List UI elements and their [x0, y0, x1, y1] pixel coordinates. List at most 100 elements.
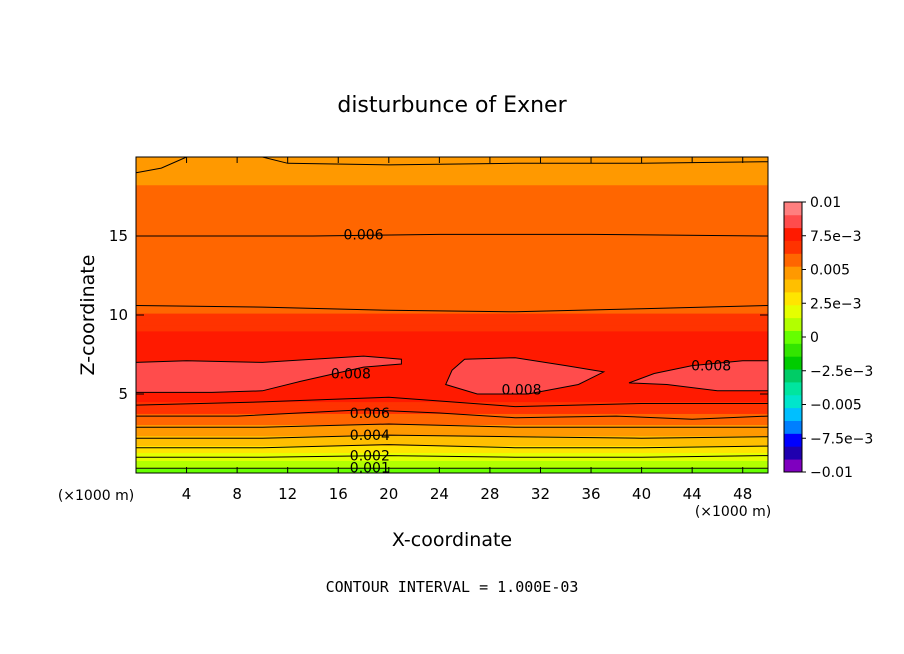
- color-band: [136, 337, 768, 346]
- contour-lines: [136, 157, 768, 469]
- color-band: [136, 184, 768, 196]
- color-band: [136, 442, 768, 446]
- color-band: [136, 405, 768, 409]
- color-band: [136, 410, 768, 414]
- color-band: [136, 468, 768, 472]
- colorbar-swatch: [784, 382, 802, 396]
- color-band: [136, 418, 768, 423]
- colorbar-swatch: [784, 227, 802, 241]
- contour-line: [136, 233, 768, 237]
- y-tick-label: 15: [109, 227, 128, 245]
- color-band: [136, 450, 768, 454]
- colorbar-swatch: [784, 369, 802, 383]
- color-band: [136, 194, 768, 205]
- color-band: [136, 359, 768, 365]
- colorbar-swatch: [784, 292, 802, 306]
- color-band: [136, 452, 768, 456]
- colorbar-swatch: [784, 433, 802, 447]
- chart-title: disturbunce of Exner: [337, 93, 567, 118]
- color-band: [136, 245, 768, 255]
- color-band: [136, 160, 768, 164]
- color-band: [136, 307, 768, 314]
- color-band: [136, 432, 768, 437]
- colorbar-label: −0.005: [810, 398, 862, 414]
- contour-line-closed: [136, 355, 402, 393]
- colorbar-swatch: [784, 266, 802, 280]
- contour-label: 0.006: [350, 406, 390, 422]
- contour-line-closed: [445, 357, 606, 395]
- color-band: [136, 429, 768, 434]
- colorbar-swatch: [784, 214, 802, 229]
- color-band: [136, 407, 768, 412]
- colorbar-label: 2.5e−3: [810, 296, 862, 312]
- contour-line-closed: [628, 360, 768, 392]
- contour-line: [136, 434, 768, 439]
- colorbar-swatch: [784, 304, 802, 319]
- color-band: [136, 445, 768, 449]
- contour-label: 0.001: [350, 460, 390, 476]
- x-tick-label: 16: [329, 485, 348, 503]
- closed-region-fill: [629, 360, 768, 391]
- color-bands: [136, 157, 768, 473]
- contour-line: [136, 423, 768, 428]
- color-band: [136, 463, 768, 467]
- color-band: [136, 438, 768, 442]
- colorbar-label: −0.01: [810, 465, 853, 481]
- color-band: [136, 254, 768, 264]
- contour-line: [136, 396, 768, 408]
- contour-label: 0.008: [501, 382, 541, 398]
- y-axis-ticks: 5 10 15: [109, 227, 768, 403]
- contour-label: 0.002: [350, 449, 390, 465]
- color-band: [136, 220, 768, 229]
- colorbar-label: −7.5e−3: [810, 431, 873, 447]
- colorbar-label: 0.005: [810, 263, 850, 279]
- x-tick-label: 8: [232, 485, 242, 503]
- color-band: [136, 324, 768, 332]
- color-band: [136, 401, 768, 406]
- color-band: [136, 394, 768, 399]
- colorbar-label: 7.5e−3: [810, 229, 862, 245]
- colorbar-label: 0: [810, 330, 819, 346]
- color-band: [136, 289, 768, 300]
- colorbar-swatch: [784, 317, 802, 331]
- colorbar-swatch: [784, 459, 802, 473]
- x-unit-left: (×1000 m): [58, 488, 134, 504]
- contour-interval-footer: CONTOUR INTERVAL = 1.000E-03: [326, 578, 579, 596]
- x-tick-label: 28: [480, 485, 499, 503]
- colorbar-swatch: [784, 279, 802, 293]
- color-band: [136, 465, 768, 469]
- color-band: [136, 352, 768, 360]
- colorbar-swatch: [784, 240, 802, 254]
- color-band: [136, 157, 768, 160]
- contour-line: [262, 157, 768, 166]
- color-band: [136, 174, 768, 186]
- colorbar-swatch: [784, 407, 802, 421]
- y-axis-label: Z-coordinate: [77, 255, 99, 376]
- color-band: [136, 345, 768, 353]
- contour-line: [136, 444, 768, 449]
- color-band: [136, 236, 768, 246]
- y-tick-label: 10: [109, 306, 128, 324]
- x-tick-label: 20: [379, 485, 398, 503]
- color-band: [136, 298, 768, 308]
- color-band: [136, 330, 768, 339]
- x-tick-label: 12: [278, 485, 297, 503]
- contour-label: 0.008: [691, 359, 731, 375]
- colorbar-swatch: [784, 202, 802, 216]
- x-unit-right: (×1000 m): [695, 504, 771, 520]
- contour-label: 0.006: [343, 227, 383, 243]
- colorbar: [783, 201, 803, 473]
- contour-line: [136, 157, 187, 174]
- contour-line: [136, 305, 768, 313]
- color-band: [136, 281, 768, 291]
- color-band: [136, 164, 768, 176]
- color-band: [136, 318, 768, 326]
- color-band: [136, 460, 768, 463]
- color-band: [136, 387, 768, 392]
- x-tick-label: 44: [683, 485, 702, 503]
- x-tick-label: 48: [733, 485, 752, 503]
- color-band: [136, 272, 768, 282]
- colorbar-swatch: [784, 356, 802, 370]
